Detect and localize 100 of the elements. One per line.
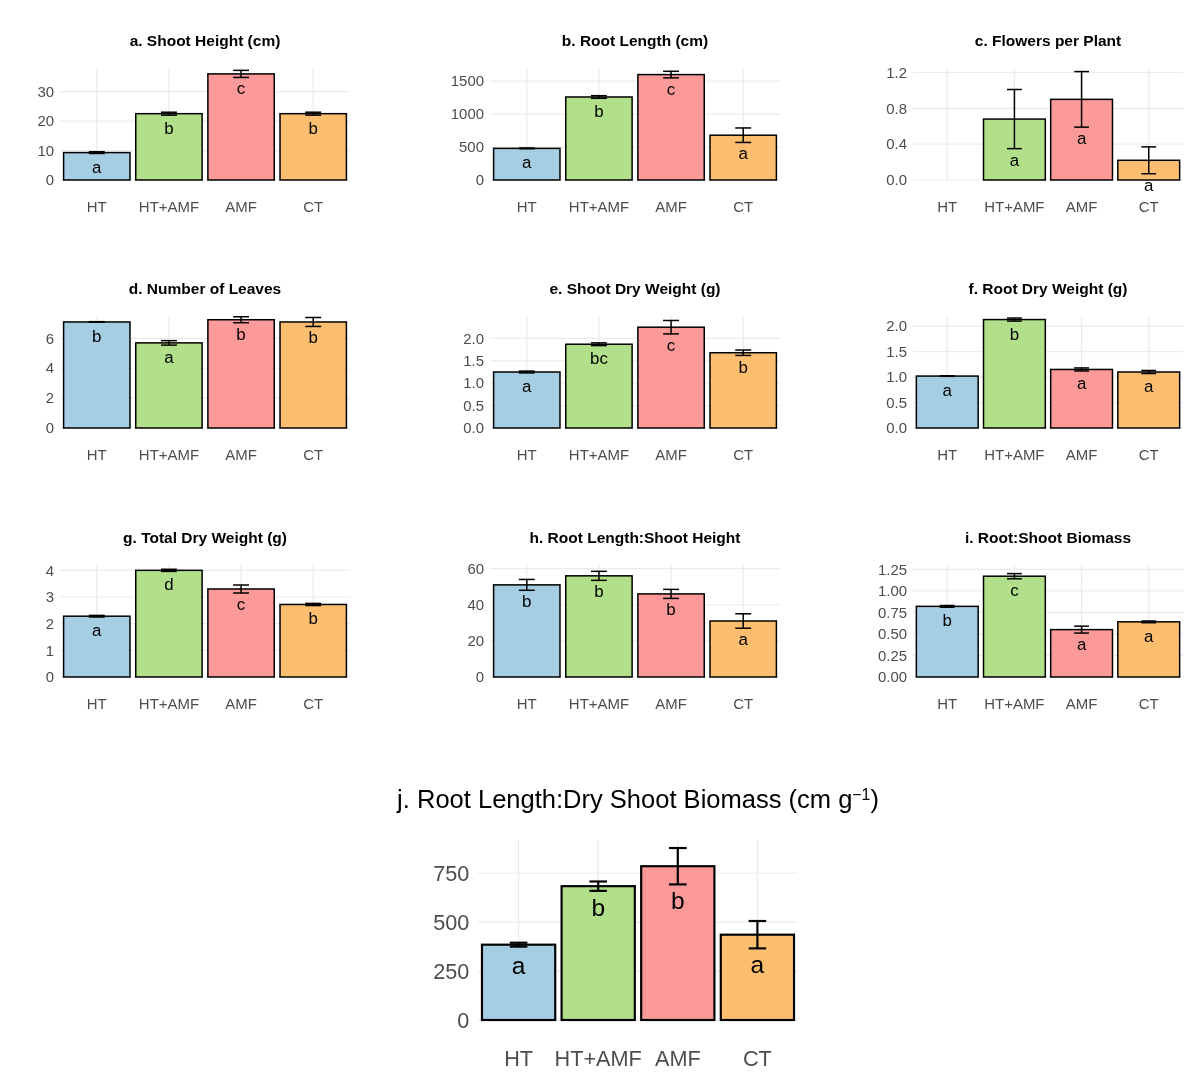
x-tick-label: CT xyxy=(733,695,754,712)
y-tick-label: 1.5 xyxy=(463,352,484,370)
annotation: b xyxy=(738,357,748,377)
annotation: b xyxy=(1009,324,1020,344)
x-tick-label: AMF xyxy=(655,446,687,463)
x-tick-label: HT+AMF xyxy=(984,446,1045,463)
y-tick-label: 500 xyxy=(459,138,484,156)
bar xyxy=(62,615,131,678)
annotation: b xyxy=(670,887,685,915)
x-tick-label: HT+AMF xyxy=(138,198,200,215)
x-tick-label: HT+AMF xyxy=(138,695,200,712)
y-tick-label: 0.5 xyxy=(463,396,484,414)
chart-title: g. Total Dry Weight (g) xyxy=(123,529,287,546)
annotation: b xyxy=(164,118,174,138)
y-tick-label: 0 xyxy=(475,668,484,686)
y-tick-label: 0.25 xyxy=(877,646,907,664)
y-tick-label: 250 xyxy=(433,958,470,984)
annotation: a xyxy=(1076,129,1087,149)
annotation: b xyxy=(522,592,532,612)
x-tick-label: HT xyxy=(86,198,107,215)
y-tick-label: 4 xyxy=(45,561,54,579)
y-tick-label: 2.0 xyxy=(886,317,907,335)
x-tick-label: HT xyxy=(937,198,958,215)
annotation: a xyxy=(1009,150,1020,170)
bar xyxy=(207,588,275,678)
annotation: a xyxy=(738,630,749,650)
y-tick-label: 0 xyxy=(45,419,54,437)
y-tick-label: 40 xyxy=(467,595,484,613)
x-tick-label: HT xyxy=(86,446,107,463)
x-tick-label: HT+AMF xyxy=(554,1046,642,1072)
annotation: a xyxy=(164,347,175,367)
y-tick-label: 0.75 xyxy=(877,603,907,621)
bar xyxy=(1049,368,1114,429)
bar xyxy=(135,342,203,429)
annotation: a xyxy=(1144,175,1155,195)
bar xyxy=(207,318,275,429)
bar xyxy=(62,151,131,181)
y-tick-label: 1.2 xyxy=(886,63,907,81)
chart-title: f. Root Dry Weight (g) xyxy=(968,280,1128,297)
x-tick-label: HT xyxy=(937,446,958,463)
y-tick-label: 500 xyxy=(433,909,470,935)
x-tick-label: HT+AMF xyxy=(984,695,1045,712)
annotation: a xyxy=(92,621,103,641)
chart-title: d. Number of Leaves xyxy=(128,280,282,297)
y-tick-label: 0 xyxy=(475,171,484,189)
bar xyxy=(915,375,979,429)
annotation: b xyxy=(308,609,318,629)
bar xyxy=(135,112,203,181)
chart-title: j. Root Length:Dry Shoot Biomass (cm g$^{−1}$) xyxy=(396,785,879,814)
annotation: a xyxy=(1144,626,1155,646)
bar xyxy=(915,605,979,678)
x-tick-label: AMF xyxy=(225,695,257,712)
annotation: b xyxy=(591,893,606,921)
annotation: b xyxy=(594,101,604,121)
y-tick-label: 0.8 xyxy=(886,99,907,117)
annotation: b xyxy=(666,600,676,620)
annotation: b xyxy=(308,118,318,138)
y-tick-label: 2.0 xyxy=(463,329,484,347)
annotation: c xyxy=(666,79,676,99)
x-tick-label: CT xyxy=(733,198,754,215)
y-tick-label: 750 xyxy=(433,860,470,886)
annotation: a xyxy=(738,144,749,164)
annotation: b xyxy=(942,611,952,631)
y-tick-label: 4 xyxy=(45,359,54,377)
x-tick-label: CT xyxy=(303,446,324,463)
y-tick-label: 0 xyxy=(45,171,54,189)
y-tick-label: 10 xyxy=(37,141,54,159)
bar xyxy=(565,96,633,181)
x-tick-label: HT xyxy=(516,198,537,215)
bar xyxy=(1049,628,1114,678)
x-tick-label: CT xyxy=(1138,695,1159,712)
x-tick-label: CT xyxy=(303,198,324,215)
annotation: a xyxy=(1144,377,1155,396)
y-tick-label: 20 xyxy=(467,632,484,650)
y-tick-label: 0.4 xyxy=(886,135,907,153)
bar xyxy=(637,593,705,678)
y-tick-label: 1000 xyxy=(450,105,484,123)
annotation: a xyxy=(1076,374,1087,394)
y-tick-label: 0.0 xyxy=(886,171,907,189)
bar xyxy=(709,351,778,429)
x-tick-label: AMF xyxy=(225,446,257,463)
y-tick-label: 0.0 xyxy=(463,419,484,437)
x-tick-label: CT xyxy=(1138,446,1159,463)
y-tick-label: 0 xyxy=(457,1007,470,1033)
y-tick-label: 20 xyxy=(37,112,54,130)
bar xyxy=(560,885,636,1022)
y-tick-label: 30 xyxy=(37,82,54,100)
y-tick-label: 0.00 xyxy=(877,668,907,686)
chart-title: b. Root Length (cm) xyxy=(561,32,709,49)
chart-title: e. Shoot Dry Weight (g) xyxy=(549,280,721,297)
x-tick-label: HT xyxy=(516,446,537,463)
annotation: a xyxy=(522,153,533,173)
y-tick-label: 2 xyxy=(45,614,54,632)
x-tick-label: AMF xyxy=(1065,198,1098,215)
bar xyxy=(492,371,561,429)
bar xyxy=(279,321,348,429)
chart-title: c. Flowers per Plant xyxy=(974,32,1122,49)
x-tick-label: HT+AMF xyxy=(138,446,200,463)
annotation: a xyxy=(92,157,103,177)
x-tick-label: HT xyxy=(937,695,958,712)
